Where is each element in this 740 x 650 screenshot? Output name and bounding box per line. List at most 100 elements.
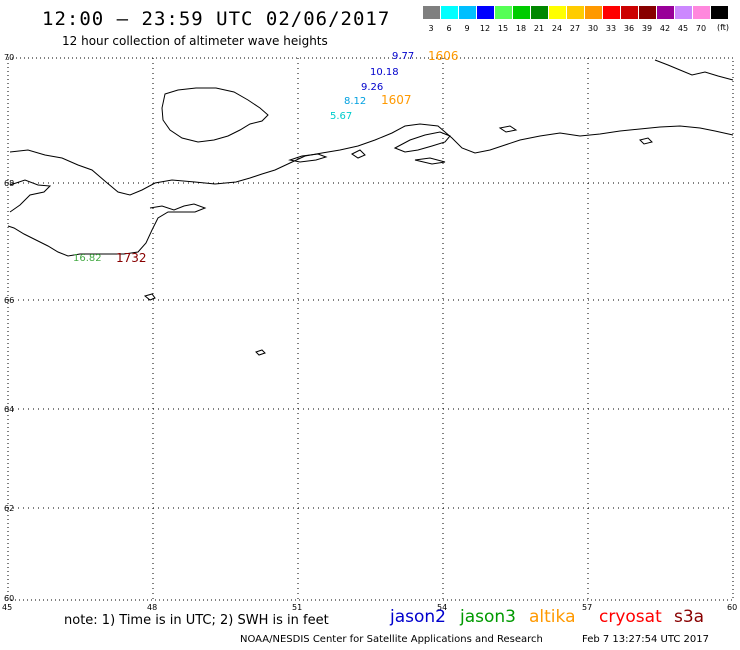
scale-item: 39	[638, 5, 656, 33]
lon-tick: 48	[147, 603, 157, 612]
lon-tick: 51	[292, 603, 302, 612]
island-small	[288, 153, 328, 163]
scale-label: 6	[446, 24, 452, 33]
scale-label: 39	[641, 24, 653, 33]
island-small	[351, 149, 366, 159]
scale-label: 3	[428, 24, 434, 33]
coastline-bay	[9, 179, 52, 213]
scale-label: 15	[497, 24, 509, 33]
scale-swatch	[602, 5, 620, 20]
scale-swatch	[422, 5, 440, 20]
scale-item: 6	[440, 5, 458, 33]
island-small	[639, 137, 653, 145]
scale-swatch	[566, 5, 584, 20]
generation-timestamp: Feb 7 13:27:54 UTC 2017	[582, 634, 709, 645]
scale-swatch	[620, 5, 638, 20]
scale-swatch	[584, 5, 602, 20]
units-note: note: 1) Time is in UTC; 2) SWH is in fe…	[64, 613, 329, 628]
wave-height-color-scale: 3 6 9 12 15 18 21 24 27 30 33 36 39 42 4…	[422, 5, 728, 33]
map-title: 12:00 – 23:59 UTC 02/06/2017	[42, 8, 391, 30]
scale-item: 12	[476, 5, 494, 33]
scale-label: 42	[659, 24, 671, 33]
lon-tick: 60	[727, 603, 737, 612]
scale-swatch	[656, 5, 674, 20]
scale-swatch	[710, 5, 728, 20]
scale-item: 3	[422, 5, 440, 33]
lat-tick: 64	[4, 405, 14, 414]
scale-item: 70	[692, 5, 710, 33]
scale-item: 15	[494, 5, 512, 33]
scale-label: 27	[569, 24, 581, 33]
lat-tick: 60	[4, 594, 14, 603]
lat-tick: 66	[4, 296, 14, 305]
scale-swatch	[692, 5, 710, 20]
lat-tick: 62	[4, 504, 14, 513]
scale-label: 9	[464, 24, 470, 33]
lat-tick-labels: 70 68 66 64 62 60	[4, 53, 14, 603]
scale-label: 12	[479, 24, 491, 33]
island-small	[255, 349, 266, 356]
scale-swatch	[674, 5, 692, 20]
lon-tick: 54	[437, 603, 447, 612]
scale-label: 30	[587, 24, 599, 33]
obs-time-label: 1607	[381, 93, 412, 107]
lon-tick: 45	[2, 603, 12, 612]
island-small	[498, 125, 518, 133]
lat-tick: 68	[4, 179, 14, 188]
obs-time-label: 1606	[428, 49, 459, 63]
scale-item: 9	[458, 5, 476, 33]
scale-label: 70	[695, 24, 707, 33]
scale-item: 45	[674, 5, 692, 33]
scale-swatch	[494, 5, 512, 20]
scale-swatch	[440, 5, 458, 20]
scale-label: 24	[551, 24, 563, 33]
observations: 9.77 1606 10.18 9.26 8.12 1607 5.67 16.8…	[73, 49, 459, 265]
coastline	[7, 59, 734, 356]
scale-item: 33	[602, 5, 620, 33]
coastline-main	[9, 123, 734, 196]
island-small	[393, 131, 451, 153]
obs-label: 9.26	[361, 82, 383, 93]
island-kolguev	[161, 87, 269, 143]
map-frame	[7, 57, 734, 601]
scale-unit: (ft)	[717, 23, 730, 32]
scale-item: 24	[548, 5, 566, 33]
agency-credit: NOAA/NESDIS Center for Satellite Applica…	[240, 634, 543, 645]
obs-label: 5.67	[330, 111, 352, 122]
scale-label: 18	[515, 24, 527, 33]
scale-swatch	[512, 5, 530, 20]
scale-swatch	[476, 5, 494, 20]
coastline-northeast	[654, 59, 734, 81]
obs-time-label: 1732	[116, 251, 147, 265]
scale-label: 36	[623, 24, 635, 33]
scale-label: 21	[533, 24, 545, 33]
legend-altika: altika	[529, 607, 576, 627]
lon-tick-labels: 45 48 51 54 57 60	[2, 603, 737, 612]
scale-item: 36	[620, 5, 638, 33]
scale-swatch	[548, 5, 566, 20]
scale-swatch	[458, 5, 476, 20]
scale-item: 27	[566, 5, 584, 33]
scale-item: 18	[512, 5, 530, 33]
island-small	[143, 293, 156, 301]
legend-s3a: s3a	[674, 607, 705, 627]
obs-label: 16.82	[73, 253, 102, 264]
obs-label: 10.18	[370, 67, 399, 78]
scale-item: 21	[530, 5, 548, 33]
map-subtitle: 12 hour collection of altimeter wave hei…	[62, 34, 328, 48]
lon-tick: 57	[582, 603, 592, 612]
coastline-peninsula	[7, 203, 207, 257]
scale-item: 42	[656, 5, 674, 33]
scale-swatch	[530, 5, 548, 20]
lat-tick: 70	[4, 53, 14, 62]
scale-label: 33	[605, 24, 617, 33]
legend-jason2: jason2	[390, 607, 446, 627]
scale-item	[710, 5, 728, 33]
island-small	[414, 157, 446, 165]
obs-label: 8.12	[344, 96, 366, 107]
scale-label: 45	[677, 24, 689, 33]
obs-label: 9.77	[392, 51, 414, 62]
scale-item: 30	[584, 5, 602, 33]
legend-jason3: jason3	[460, 607, 516, 627]
